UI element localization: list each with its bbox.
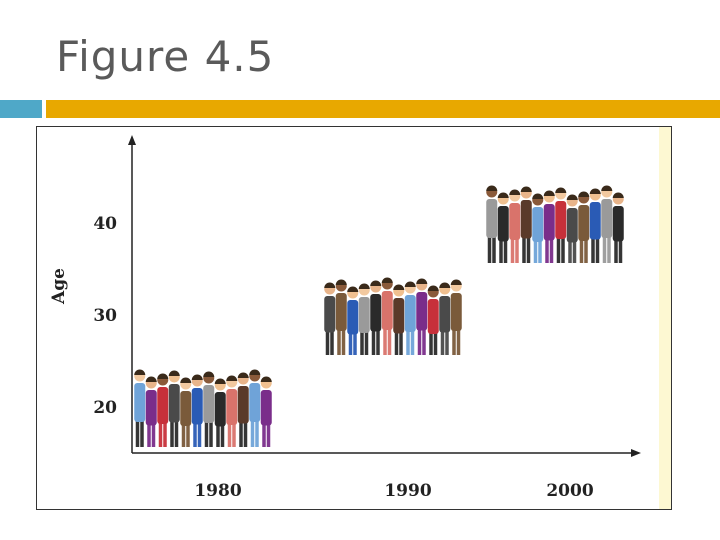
person-icon <box>335 279 347 355</box>
person-icon <box>427 285 439 355</box>
x-tick-label: 1980 <box>194 481 241 501</box>
x-tick-labels: 1980 1990 2000 <box>194 481 593 501</box>
person-icon <box>145 376 157 447</box>
y-tick-label: 30 <box>93 306 117 326</box>
person-icon <box>358 283 370 355</box>
person-icon <box>381 277 393 355</box>
person-icon <box>370 280 382 355</box>
y-tick-labels: 20 30 40 <box>93 214 117 418</box>
person-icon <box>486 185 498 263</box>
person-icon <box>214 378 226 447</box>
person-icon <box>191 374 203 447</box>
group-of-people-icon <box>324 277 462 355</box>
person-icon <box>180 377 192 447</box>
person-icon <box>566 194 578 263</box>
person-icon <box>404 281 416 355</box>
y-axis-arrow-icon <box>128 135 136 145</box>
accent-bar-gold <box>46 100 720 118</box>
person-icon <box>134 369 146 447</box>
person-icon <box>347 286 359 355</box>
person-icon <box>589 188 601 263</box>
chart-canvas: 20 30 40 1980 1990 2000 Age <box>49 135 641 501</box>
figure-frame: 20 30 40 1980 1990 2000 Age <box>36 126 672 510</box>
y-tick-label: 20 <box>93 398 117 418</box>
figure-side-strip <box>659 127 671 509</box>
group-of-people-icon <box>134 369 272 447</box>
x-tick-label: 1990 <box>384 481 431 501</box>
person-icon <box>260 376 272 447</box>
person-icon <box>601 185 613 263</box>
person-icon <box>249 369 261 447</box>
person-icon <box>168 370 180 447</box>
person-icon <box>226 375 238 447</box>
x-axis-arrow-icon <box>631 449 641 457</box>
slide-title: Figure 4.5 <box>56 32 275 81</box>
person-icon <box>612 192 624 263</box>
person-icon <box>439 282 451 355</box>
person-icon <box>324 282 336 355</box>
x-tick-label: 2000 <box>546 481 593 501</box>
accent-bar-blue <box>0 100 42 118</box>
group-of-people-icon <box>486 185 624 263</box>
person-icon <box>509 189 521 263</box>
person-icon <box>416 278 428 355</box>
chart-axes <box>128 135 641 457</box>
person-icon <box>450 279 462 355</box>
person-icon <box>532 193 544 263</box>
person-icon <box>237 372 249 447</box>
person-icon <box>520 186 532 263</box>
person-icon <box>578 191 590 263</box>
y-axis-label: Age <box>49 268 69 305</box>
person-icon <box>203 371 215 447</box>
person-icon <box>157 373 169 447</box>
y-tick-label: 40 <box>93 214 117 234</box>
person-icon <box>393 284 405 355</box>
data-points <box>134 185 624 447</box>
person-icon <box>497 192 509 263</box>
person-icon <box>543 190 555 263</box>
person-icon <box>555 187 567 263</box>
